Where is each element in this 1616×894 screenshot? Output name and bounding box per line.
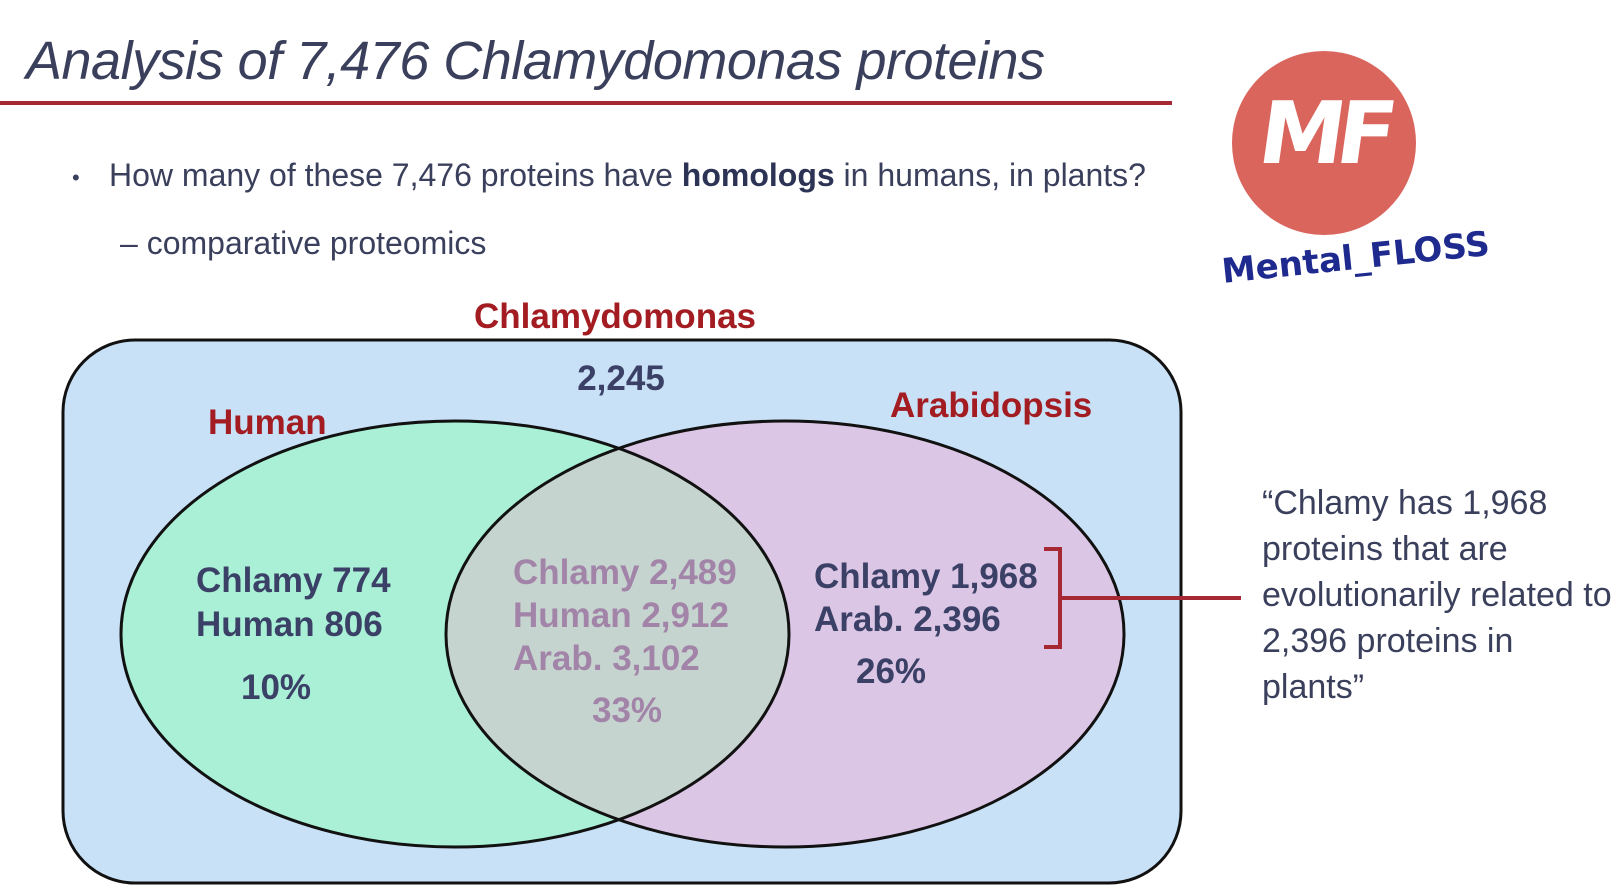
mental-floss-logo-mark: MF bbox=[1252, 84, 1396, 184]
annotation-quote: “Chlamy has 1,968 proteins that are evol… bbox=[1262, 484, 1612, 706]
human-label: Human bbox=[208, 403, 327, 442]
bullet-text-suffix: in humans, in plants? bbox=[834, 157, 1146, 193]
arabidopsis-label: Arabidopsis bbox=[890, 386, 1092, 425]
overlap-region bbox=[446, 421, 789, 847]
subbullet-comparative: – comparative proteomics bbox=[120, 225, 487, 261]
overlap-arab-count: Arab. 3,102 bbox=[513, 639, 700, 678]
bullet-dot-icon: • bbox=[72, 164, 80, 190]
arabidopsis-only-chlamy-count: Chlamy 1,968 bbox=[814, 557, 1038, 596]
human-set-outline bbox=[119, 419, 791, 849]
title-underline bbox=[0, 101, 1172, 105]
overlap-chlamy-count: Chlamy 2,489 bbox=[513, 553, 737, 592]
arabidopsis-only-arab-count: Arab. 2,396 bbox=[814, 600, 1001, 639]
slide-title: Analysis of 7,476 Chlamydomonas proteins bbox=[26, 31, 1045, 91]
arabidopsis-set-outline bbox=[444, 419, 1126, 849]
human-only-chlamy-count: Chlamy 774 bbox=[196, 561, 391, 600]
arabidopsis-only-percent: 26% bbox=[856, 652, 926, 691]
human-only-human-count: Human 806 bbox=[196, 605, 383, 644]
bullet-text-bold: homologs bbox=[681, 157, 835, 193]
overlap-percent: 33% bbox=[592, 691, 662, 730]
human-only-percent: 10% bbox=[241, 668, 311, 707]
bullet-question: • How many of these 7,476 proteins have h… bbox=[72, 157, 1146, 194]
chlamydomonas-label: Chlamydomonas bbox=[474, 297, 756, 336]
overlap-human-count: Human 2,912 bbox=[513, 596, 729, 635]
mental-floss-logo-circle bbox=[1232, 51, 1416, 235]
chlamydomonas-only-count: 2,245 bbox=[577, 359, 665, 398]
bullet-text-prefix: How many of these 7,476 proteins have bbox=[109, 157, 682, 193]
